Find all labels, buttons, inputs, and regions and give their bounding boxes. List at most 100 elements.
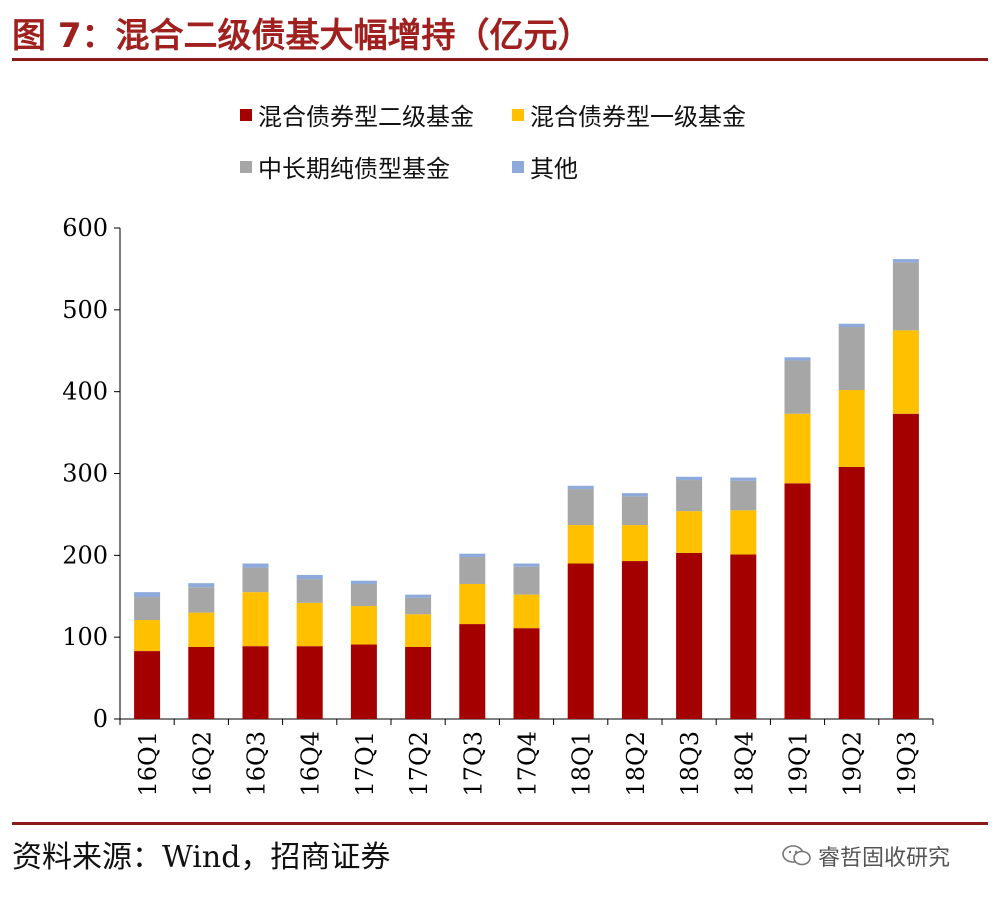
legend-label-series3: 中长期纯债型基金 (258, 155, 450, 183)
x-tick-label-18Q1: 18Q1 (568, 731, 596, 796)
source-note: 资料来源：Wind，招商证券 (12, 840, 391, 875)
bar-19Q2-series4 (838, 323, 865, 328)
bar-19Q1-series1 (784, 483, 811, 719)
bar-19Q1-series4 (784, 357, 811, 361)
x-tick-label-19Q1: 19Q1 (785, 731, 813, 796)
y-tick-label-6: 600 (62, 214, 108, 242)
bar-16Q2-series1 (188, 646, 215, 719)
x-tick-label-17Q1: 17Q1 (351, 731, 379, 796)
title-rule (12, 58, 988, 61)
bar-19Q2-series1 (838, 466, 865, 719)
bar-18Q3-series4 (676, 476, 703, 481)
bar-17Q2-series1 (405, 646, 432, 719)
bar-16Q2-series3 (188, 587, 215, 613)
bar-16Q4-series3 (296, 579, 323, 603)
bar-16Q3-series3 (242, 567, 269, 593)
bar-16Q3-series2 (242, 592, 269, 647)
watermark-text: 睿哲固收研究 (818, 846, 951, 871)
bar-17Q1-series4 (350, 580, 377, 584)
bar-18Q2-series1 (621, 561, 648, 719)
bar-18Q2-series2 (621, 525, 648, 562)
bar-19Q1-series2 (784, 413, 811, 484)
bar-17Q1-series2 (350, 606, 377, 645)
x-tick-label-18Q4: 18Q4 (730, 731, 758, 796)
legend-label-series4: 其他 (530, 155, 578, 183)
bar-18Q1-series2 (567, 525, 594, 564)
legend-label-series2: 混合债券型一级基金 (530, 103, 746, 131)
x-tick-label-18Q2: 18Q2 (622, 731, 650, 796)
bar-19Q2-series2 (838, 390, 865, 467)
y-tick-label-2: 200 (62, 541, 108, 569)
x-tick-label-19Q2: 19Q2 (839, 731, 867, 796)
x-tick-label-16Q2: 16Q2 (188, 731, 216, 796)
bar-17Q4-series2 (513, 594, 540, 629)
bar-18Q3-series3 (676, 480, 703, 512)
legend-item-series2: 混合债券型一级基金 (512, 97, 746, 132)
bar-16Q3-series1 (242, 646, 269, 719)
bar-17Q1-series3 (350, 583, 377, 607)
bar-18Q4-series2 (730, 510, 757, 555)
x-tick-label-17Q4: 17Q4 (514, 731, 542, 796)
bar-17Q2-series2 (405, 614, 432, 647)
bar-17Q3-series4 (459, 553, 486, 557)
bar-17Q2-series3 (405, 597, 432, 615)
bar-19Q2-series3 (838, 327, 865, 391)
bar-16Q4-series4 (296, 574, 323, 580)
bar-18Q4-series1 (730, 554, 757, 719)
y-tick-label-3: 300 (62, 460, 108, 488)
bar-18Q1-series1 (567, 563, 594, 719)
bar-16Q3-series4 (242, 563, 269, 568)
bar-16Q1-series1 (134, 651, 161, 719)
bar-18Q1-series3 (567, 489, 594, 526)
bar-18Q4-series4 (730, 477, 757, 481)
x-tick-label-16Q4: 16Q4 (297, 731, 325, 796)
source-rule (12, 822, 988, 825)
y-tick-label-1: 100 (62, 623, 108, 651)
y-tick-label-4: 400 (62, 378, 108, 406)
legend-swatch-series3 (240, 160, 252, 173)
x-tick-label-17Q2: 17Q2 (405, 731, 433, 796)
bar-19Q3-series1 (892, 413, 919, 719)
bar-19Q3-series4 (892, 259, 919, 263)
bar-17Q4-series3 (513, 566, 540, 595)
bar-17Q1-series1 (350, 644, 377, 719)
bar-16Q1-series3 (134, 597, 161, 620)
y-tick-label-0: 0 (93, 705, 108, 733)
bar-17Q4-series4 (513, 563, 540, 567)
x-tick-label-18Q3: 18Q3 (676, 731, 704, 796)
y-tick-label-5: 500 (62, 296, 108, 324)
x-tick-label-16Q3: 16Q3 (243, 731, 271, 796)
x-tick-label-16Q1: 16Q1 (134, 731, 162, 796)
legend-item-series1: 混合债券型二级基金 (240, 97, 474, 132)
legend-item-series3: 中长期纯债型基金 (240, 149, 450, 184)
bar-18Q3-series2 (676, 511, 703, 553)
bar-17Q2-series4 (405, 594, 432, 598)
bar-17Q3-series3 (459, 556, 486, 584)
legend-label-series1: 混合债券型二级基金 (258, 103, 474, 131)
bar-16Q2-series2 (188, 612, 215, 647)
bar-16Q4-series1 (296, 646, 323, 719)
stacked-bar-chart: 0 100 200 300 400 500 600 16Q1 16Q2 16Q3 16Q4 17Q1 1… (62, 214, 934, 796)
x-tick-label-19Q3: 19Q3 (893, 731, 921, 796)
x-tick-label-17Q3: 17Q3 (459, 731, 487, 796)
bar-16Q1-series2 (134, 619, 161, 652)
bar-18Q2-series3 (621, 496, 648, 526)
bar-16Q2-series4 (188, 583, 215, 588)
legend-swatch-series2 (512, 108, 524, 121)
bar-18Q3-series1 (676, 552, 703, 719)
legend-item-series4: 其他 (512, 149, 578, 184)
bar-17Q4-series1 (513, 628, 540, 719)
bar-19Q3-series2 (892, 330, 919, 414)
bar-17Q3-series1 (459, 624, 486, 719)
bar-18Q1-series4 (567, 485, 594, 490)
bar-17Q3-series2 (459, 583, 486, 625)
bar-16Q1-series4 (134, 592, 161, 598)
bar-18Q4-series3 (730, 480, 757, 511)
bar-19Q3-series3 (892, 262, 919, 331)
legend-swatch-series1 (240, 108, 252, 121)
wechat-icon (782, 845, 811, 866)
bar-16Q4-series2 (296, 602, 323, 647)
figure-title: 图 7：混合二级债基大幅增持（亿元） (12, 16, 592, 56)
watermark: 睿哲固收研究 (782, 840, 950, 872)
bar-19Q1-series3 (784, 360, 811, 414)
